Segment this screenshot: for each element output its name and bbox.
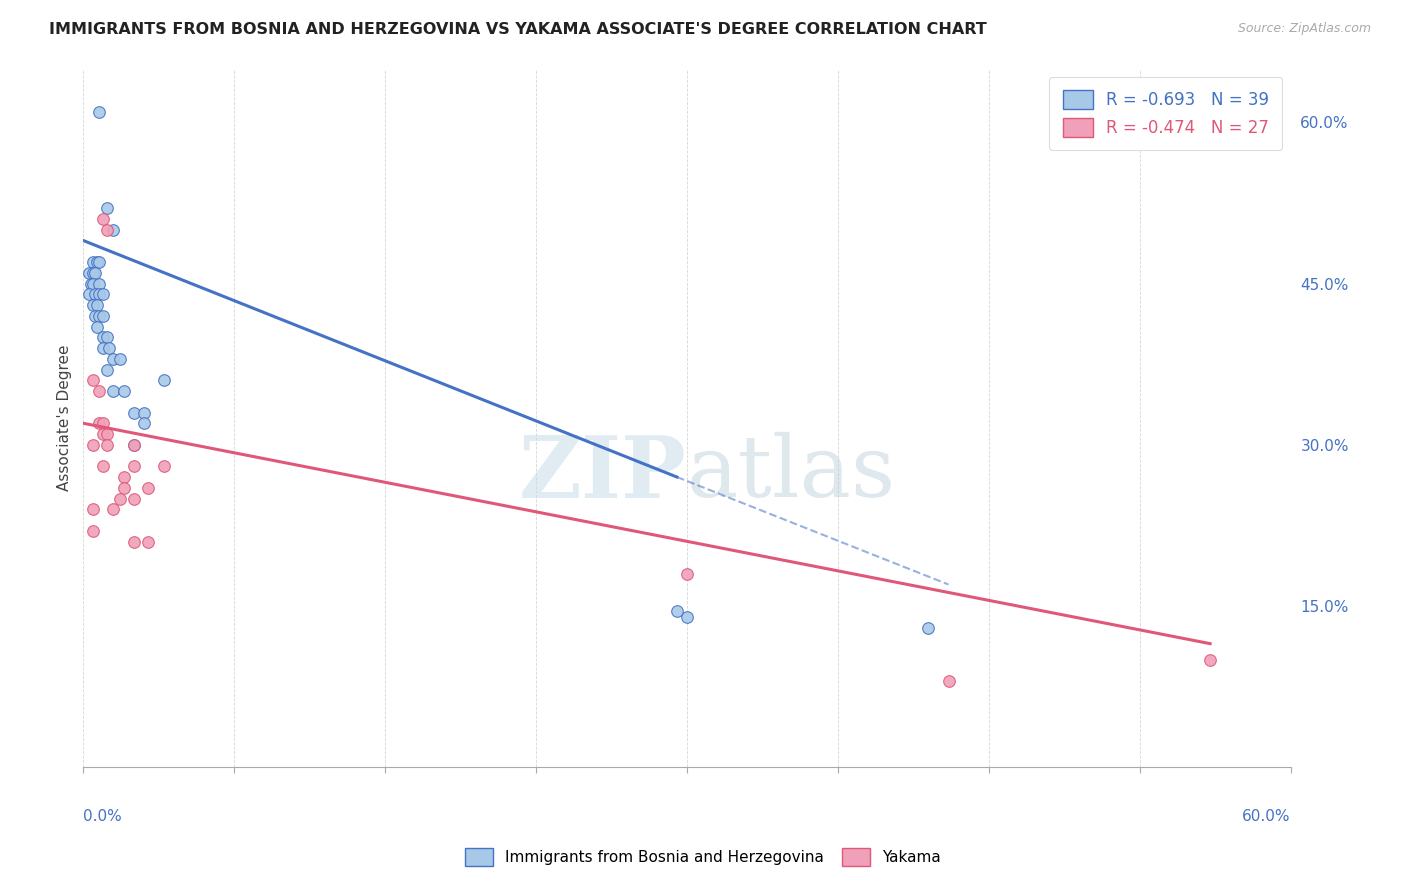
- Point: [96, 330, 118, 344]
- Point: [132, 405, 155, 419]
- Point: [152, 373, 174, 387]
- Point: [82, 438, 104, 452]
- Point: [89, 255, 111, 269]
- Point: [108, 351, 131, 366]
- Text: 0.0%: 0.0%: [83, 809, 122, 824]
- Point: [136, 481, 159, 495]
- Point: [676, 566, 699, 581]
- Point: [93, 459, 115, 474]
- Point: [86, 319, 108, 334]
- Point: [96, 362, 118, 376]
- Point: [96, 427, 118, 442]
- Legend: R = -0.693   N = 39, R = -0.474   N = 27: R = -0.693 N = 39, R = -0.474 N = 27: [1049, 77, 1282, 151]
- Point: [89, 384, 111, 398]
- Text: Source: ZipAtlas.com: Source: ZipAtlas.com: [1237, 22, 1371, 36]
- Point: [917, 620, 939, 634]
- Point: [122, 405, 145, 419]
- Legend: Immigrants from Bosnia and Herzegovina, Yakama: Immigrants from Bosnia and Herzegovina, …: [458, 841, 948, 873]
- Point: [108, 491, 131, 506]
- Point: [122, 438, 145, 452]
- Point: [82, 524, 104, 538]
- Point: [122, 534, 145, 549]
- Point: [93, 341, 115, 355]
- Point: [112, 384, 135, 398]
- Point: [86, 255, 108, 269]
- Point: [80, 277, 103, 291]
- Point: [136, 534, 159, 549]
- Point: [82, 298, 104, 312]
- Y-axis label: Associate's Degree: Associate's Degree: [58, 344, 72, 491]
- Point: [93, 212, 115, 227]
- Point: [82, 277, 104, 291]
- Point: [1199, 653, 1222, 667]
- Point: [84, 266, 107, 280]
- Point: [84, 309, 107, 323]
- Point: [93, 287, 115, 301]
- Point: [82, 502, 104, 516]
- Text: 60.0%: 60.0%: [1241, 809, 1291, 824]
- Point: [89, 104, 111, 119]
- Point: [98, 341, 121, 355]
- Text: ZIP: ZIP: [519, 432, 688, 516]
- Point: [82, 266, 104, 280]
- Point: [122, 491, 145, 506]
- Point: [152, 459, 174, 474]
- Point: [132, 417, 155, 431]
- Point: [103, 502, 125, 516]
- Point: [89, 309, 111, 323]
- Point: [938, 674, 960, 689]
- Point: [96, 223, 118, 237]
- Point: [89, 287, 111, 301]
- Point: [665, 604, 688, 618]
- Point: [89, 417, 111, 431]
- Text: atlas: atlas: [688, 433, 896, 516]
- Point: [82, 373, 104, 387]
- Point: [112, 470, 135, 484]
- Point: [89, 277, 111, 291]
- Point: [84, 287, 107, 301]
- Point: [122, 438, 145, 452]
- Point: [93, 330, 115, 344]
- Point: [93, 309, 115, 323]
- Point: [93, 417, 115, 431]
- Point: [86, 298, 108, 312]
- Point: [79, 266, 101, 280]
- Point: [103, 223, 125, 237]
- Point: [96, 201, 118, 215]
- Point: [122, 459, 145, 474]
- Point: [676, 609, 699, 624]
- Point: [96, 438, 118, 452]
- Point: [93, 427, 115, 442]
- Text: IMMIGRANTS FROM BOSNIA AND HERZEGOVINA VS YAKAMA ASSOCIATE'S DEGREE CORRELATION : IMMIGRANTS FROM BOSNIA AND HERZEGOVINA V…: [49, 22, 987, 37]
- Point: [112, 481, 135, 495]
- Point: [103, 384, 125, 398]
- Point: [79, 287, 101, 301]
- Point: [82, 255, 104, 269]
- Point: [103, 351, 125, 366]
